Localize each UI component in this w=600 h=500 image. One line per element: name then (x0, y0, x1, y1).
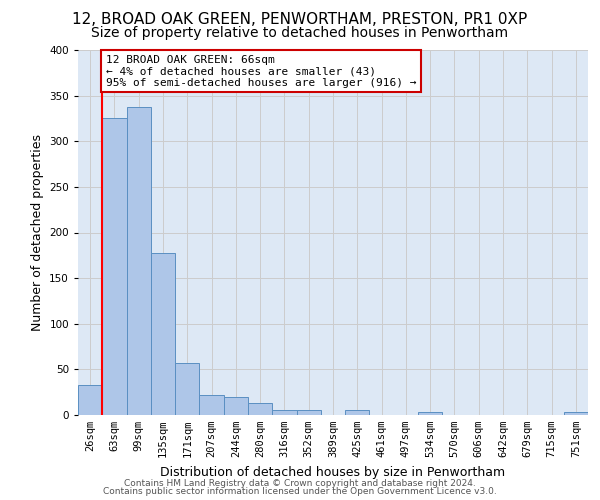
Text: Contains public sector information licensed under the Open Government Licence v3: Contains public sector information licen… (103, 487, 497, 496)
Bar (151, 254, 175, 415)
Text: Contains HM Land Registry data © Crown copyright and database right 2024.: Contains HM Land Registry data © Crown c… (124, 478, 476, 488)
X-axis label: Distribution of detached houses by size in Penwortham: Distribution of detached houses by size … (160, 466, 506, 478)
Bar (345, 410, 370, 415)
Bar (272, 410, 296, 415)
Bar (296, 410, 321, 415)
Bar (418, 412, 442, 415)
Bar (224, 397, 248, 415)
Text: Size of property relative to detached houses in Penwortham: Size of property relative to detached ho… (91, 26, 509, 40)
Text: 12 BROAD OAK GREEN: 66sqm
← 4% of detached houses are smaller (43)
95% of semi-d: 12 BROAD OAK GREEN: 66sqm ← 4% of detach… (106, 54, 416, 88)
Bar (78, 385, 102, 415)
Bar (175, 363, 199, 415)
Bar (564, 412, 588, 415)
Bar (127, 108, 151, 415)
Bar (199, 395, 224, 415)
Bar (248, 403, 272, 415)
Y-axis label: Number of detached properties: Number of detached properties (31, 134, 44, 331)
Bar (102, 118, 127, 415)
Text: 12, BROAD OAK GREEN, PENWORTHAM, PRESTON, PR1 0XP: 12, BROAD OAK GREEN, PENWORTHAM, PRESTON… (73, 12, 527, 28)
